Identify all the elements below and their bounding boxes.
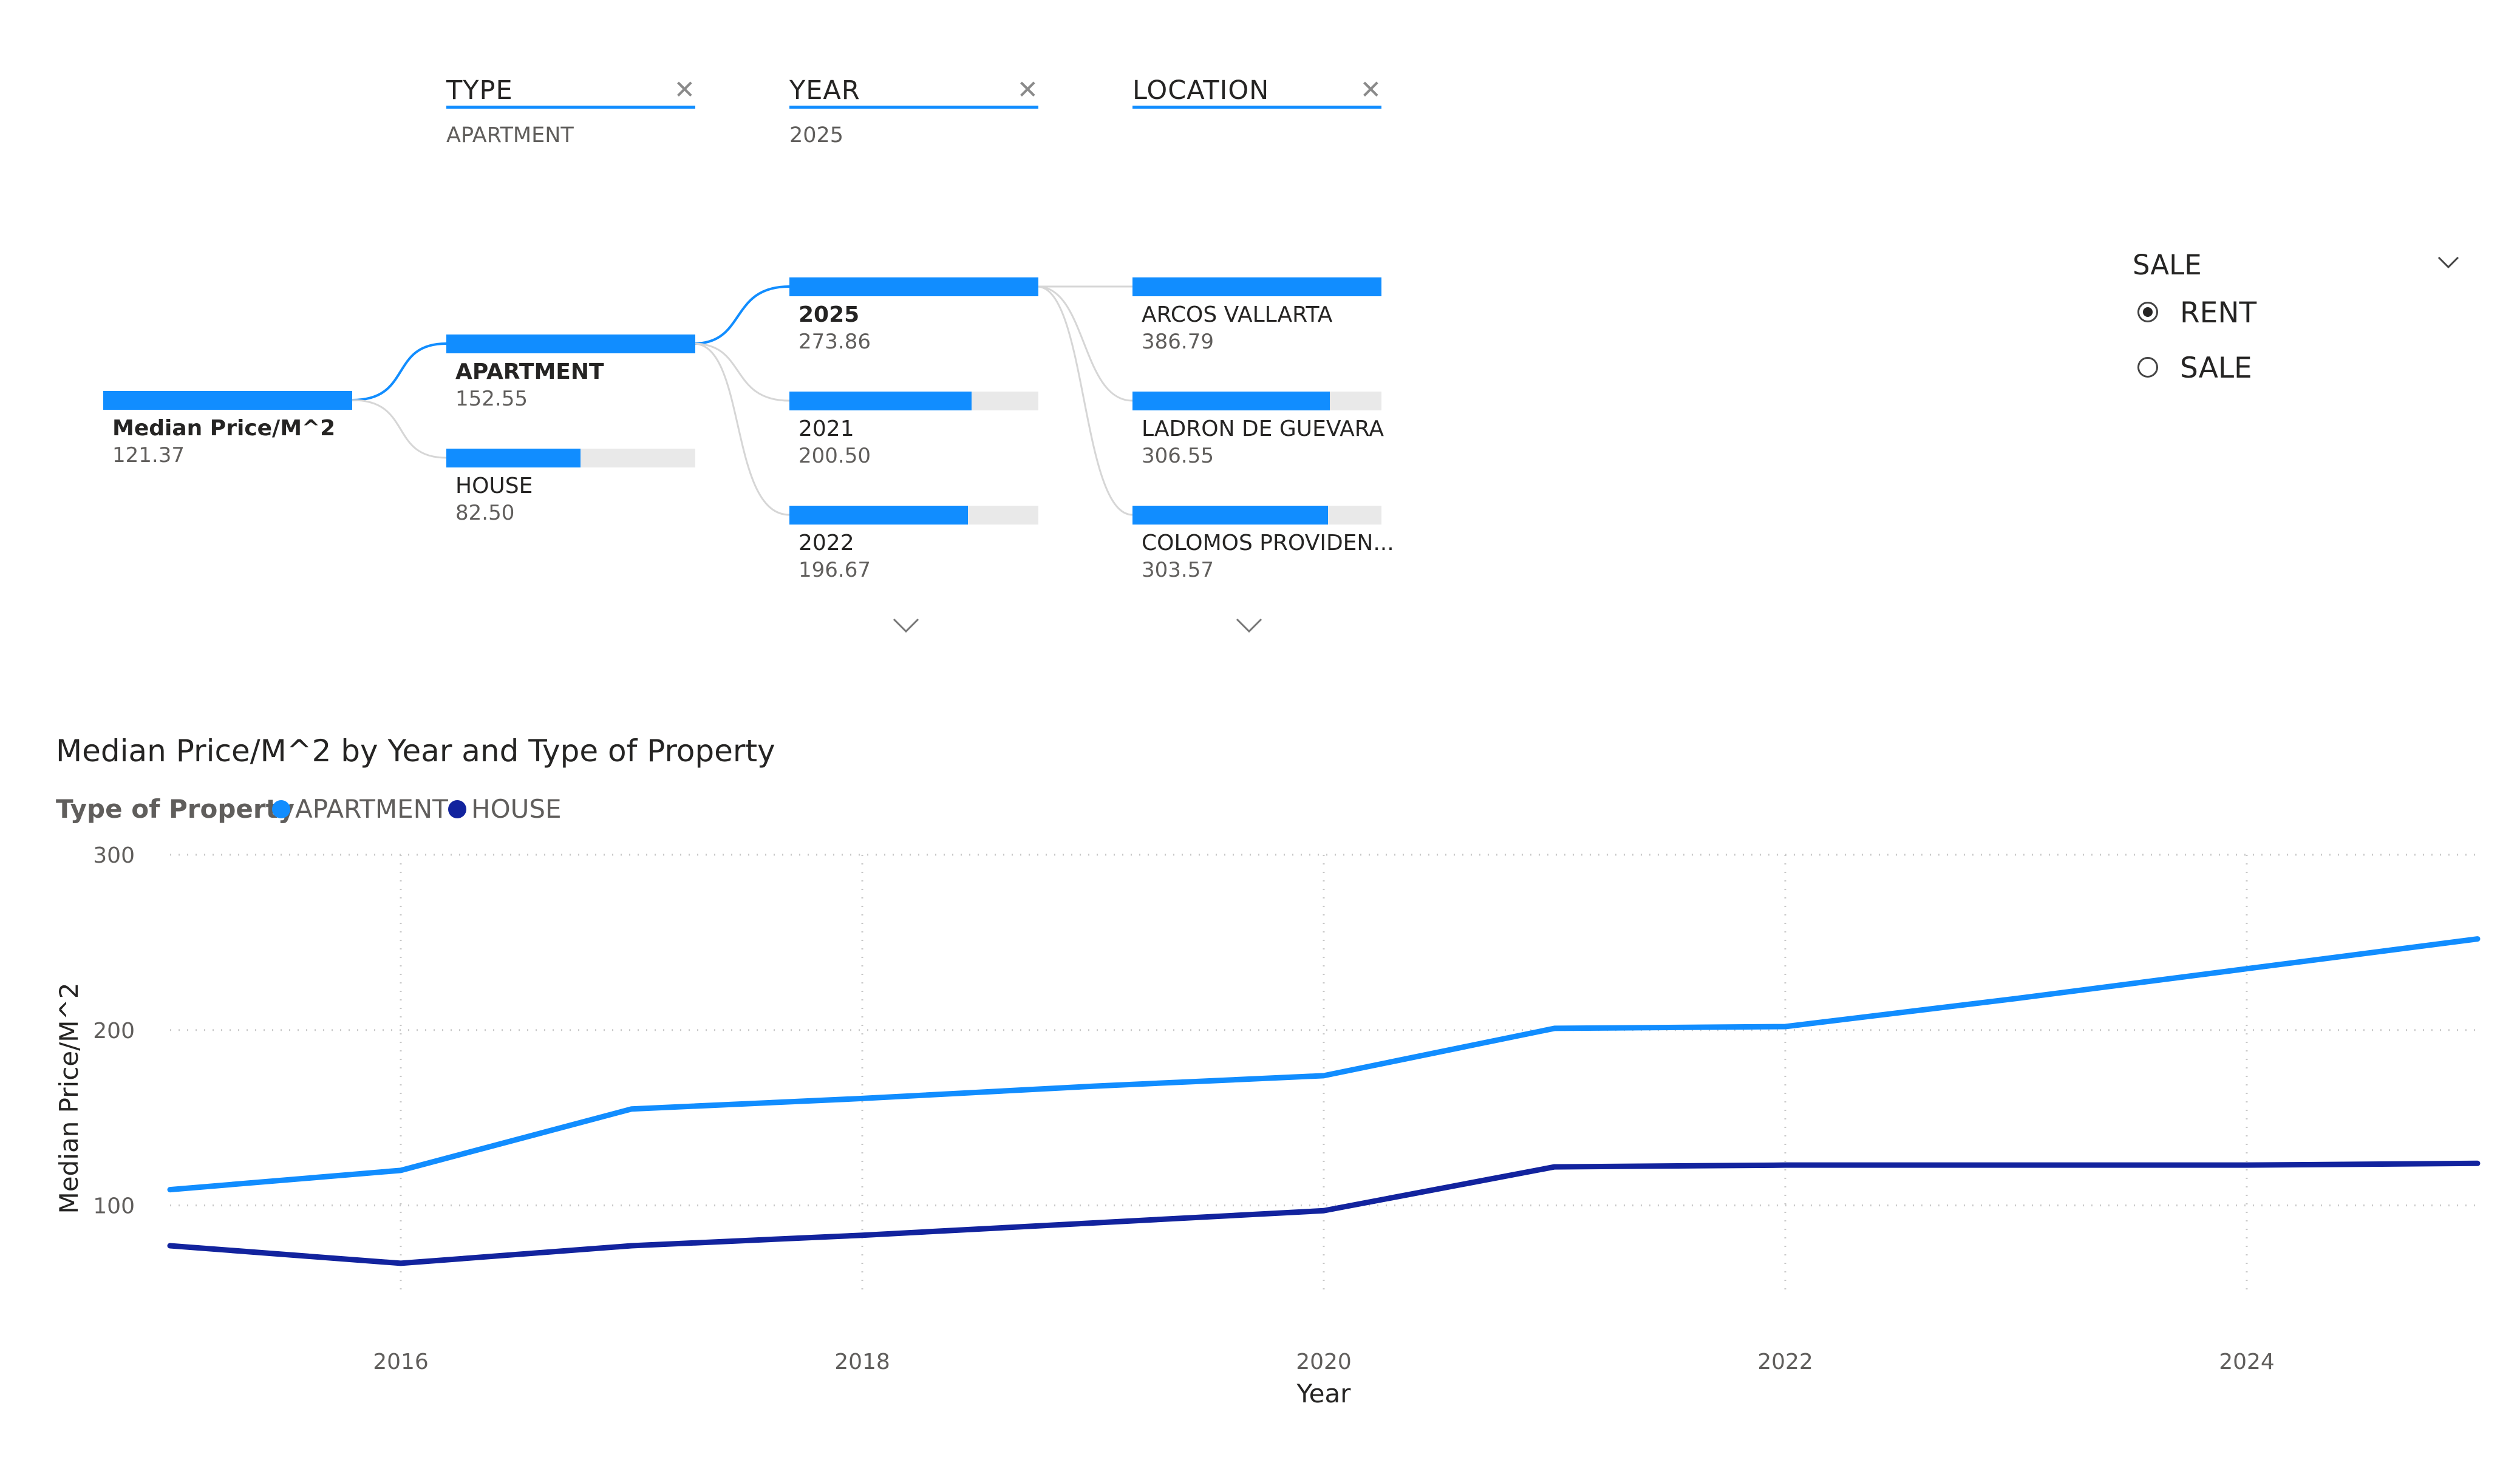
bar-fill (789, 392, 972, 410)
radio-selected-dot (2143, 307, 2153, 317)
series-line-house (167, 1160, 2481, 1266)
legend-title: Type of Property (56, 794, 295, 824)
chart-title: Median Price/M^2 by Year and Type of Pro… (56, 733, 775, 769)
node-value: 273.86 (799, 330, 871, 354)
chevron-down-icon[interactable] (2436, 254, 2460, 272)
bar-fill (103, 391, 352, 410)
y-tick-label: 100 (93, 1194, 135, 1219)
bar-fill (446, 449, 581, 467)
node-label: 2021 (799, 416, 854, 441)
x-axis-title: Year (1296, 1379, 1352, 1408)
x-tick-label: 2024 (2219, 1350, 2275, 1374)
tree-node-2021[interactable] (789, 392, 1038, 410)
bar-fill (789, 506, 969, 525)
node-label: LADRON DE GUEVARA (1142, 416, 1384, 441)
legend-dot (448, 800, 466, 818)
bar-fill (1132, 277, 1381, 296)
legend-label: APARTMENT (295, 794, 448, 824)
header-type-label: TYPE (446, 75, 513, 106)
connector-2025-colomos (1037, 285, 1133, 516)
connector-apartment-2025 (693, 285, 790, 345)
x-tick-label: 2018 (834, 1350, 890, 1374)
header-year-label: YEAR (789, 75, 860, 106)
series-line-apartment (167, 936, 2481, 1193)
radio-label-sale[interactable]: SALE (2180, 352, 2252, 385)
tree-node-2022[interactable] (789, 506, 1038, 525)
legend-item-house[interactable]: HOUSE (448, 794, 562, 824)
connector-2025-ladron (1037, 285, 1133, 402)
chevron-down-icon[interactable] (1234, 613, 1264, 637)
header-location[interactable]: LOCATION ✕ (1132, 75, 1381, 109)
radio-rent[interactable] (2137, 302, 2158, 322)
node-value: 200.50 (799, 444, 871, 468)
y-tick-label: 300 (93, 843, 135, 868)
x-tick-label: 2016 (373, 1350, 429, 1374)
legend-dot (272, 800, 290, 818)
node-value: 303.57 (1142, 558, 1214, 582)
x-tick-label: 2022 (1757, 1350, 1813, 1374)
node-label: ARCOS VALLARTA (1142, 302, 1333, 327)
bar-fill (1132, 506, 1328, 525)
tree-node-root[interactable] (103, 391, 352, 410)
legend-item-apartment[interactable]: APARTMENT (272, 794, 448, 824)
node-label: COLOMOS PROVIDEN... (1142, 531, 1394, 555)
chevron-down-icon[interactable] (891, 613, 921, 637)
header-year-selection: 2025 (789, 123, 844, 148)
tree-node-ladron-de-guevara[interactable] (1132, 392, 1381, 410)
connector-root-apartment (352, 342, 447, 401)
tree-node-2025[interactable] (789, 277, 1038, 296)
y-axis-title: Median Price/M^2 (54, 983, 84, 1214)
header-location-label: LOCATION (1132, 75, 1270, 106)
node-value: 306.55 (1142, 444, 1214, 468)
close-icon[interactable]: ✕ (673, 75, 695, 104)
bar-fill (789, 277, 1038, 296)
x-tick-label: 2020 (1296, 1350, 1352, 1374)
header-type-selection: APARTMENT (446, 123, 574, 148)
node-value: 82.50 (455, 501, 515, 525)
node-label: APARTMENT (455, 359, 604, 384)
node-label: 2022 (799, 531, 854, 555)
tree-connectors (352, 285, 1133, 516)
node-value: 386.79 (1142, 330, 1214, 354)
bar-fill (446, 335, 695, 353)
legend-label: HOUSE (471, 794, 562, 824)
slicer-title: SALE (2133, 249, 2202, 281)
close-icon[interactable]: ✕ (1017, 75, 1038, 104)
radio-label-rent[interactable]: RENT (2180, 296, 2257, 330)
node-value: 121.37 (112, 443, 185, 467)
tree-node-arcos-vallarta[interactable] (1132, 277, 1381, 296)
tree-node-apartment[interactable] (446, 335, 695, 353)
connector-apartment-2022 (693, 342, 790, 516)
bar-fill (1132, 392, 1330, 410)
node-value: 196.67 (799, 558, 871, 582)
node-value: 152.55 (455, 387, 528, 411)
radio-sale[interactable] (2137, 357, 2158, 378)
tree-node-house[interactable] (446, 449, 695, 467)
connector-root-house (352, 399, 447, 459)
y-tick-label: 200 (93, 1019, 135, 1044)
tree-node-colomos-providencia[interactable] (1132, 506, 1381, 525)
node-label: HOUSE (455, 474, 533, 498)
header-year[interactable]: YEAR ✕ (789, 75, 1038, 109)
node-label: 2025 (799, 302, 860, 327)
close-icon[interactable]: ✕ (1360, 75, 1381, 104)
node-label: Median Price/M^2 (112, 416, 336, 441)
connector-apartment-2021 (693, 342, 790, 402)
header-type[interactable]: TYPE ✕ (446, 75, 695, 109)
